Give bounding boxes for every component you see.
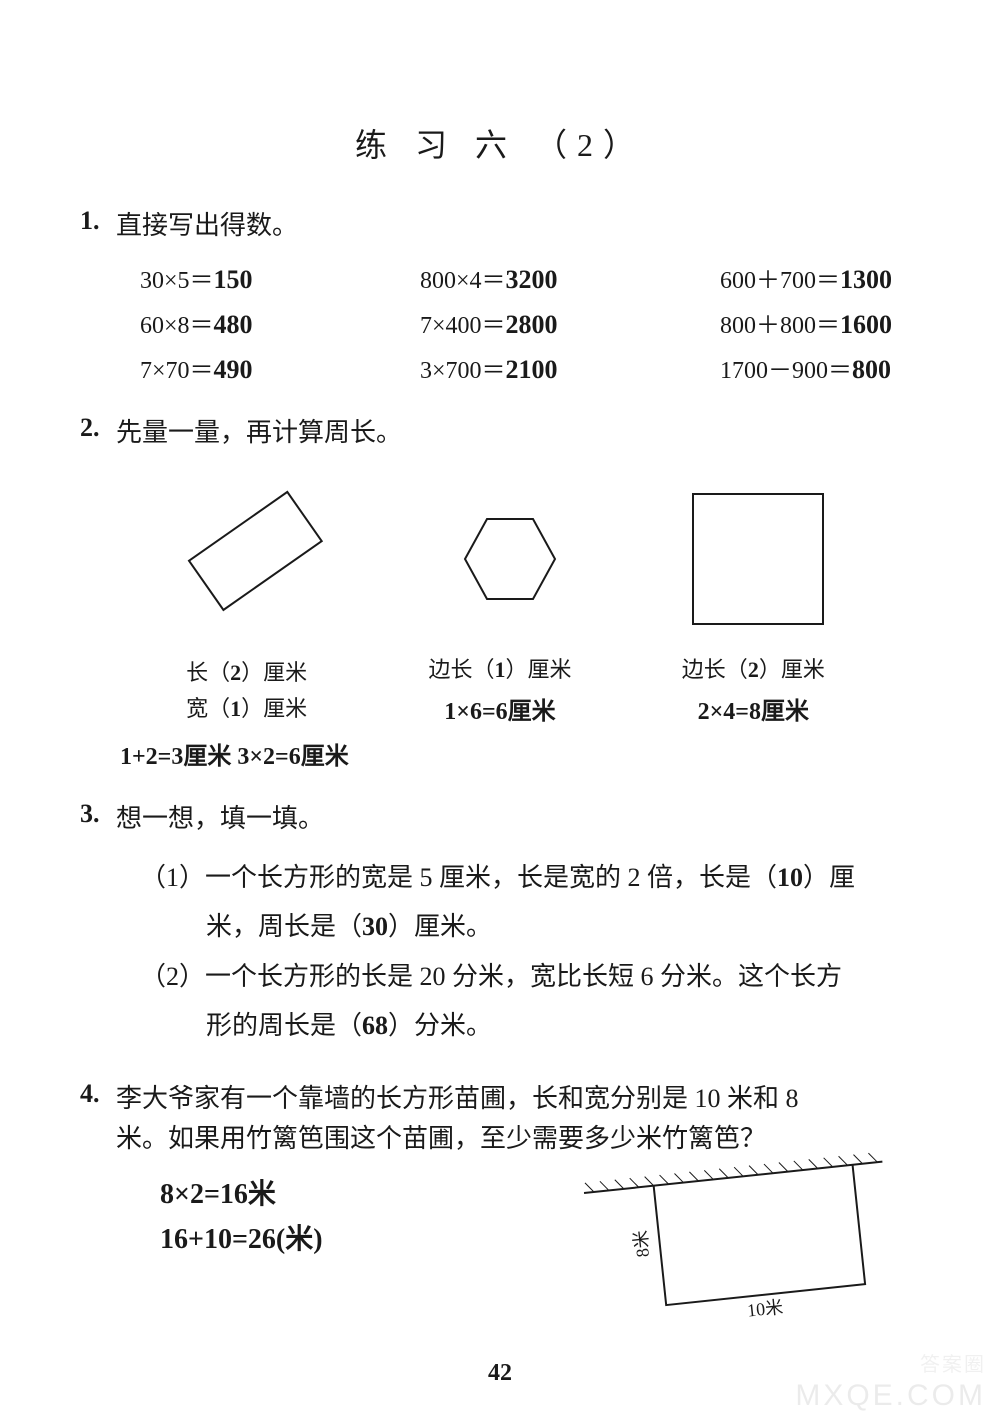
- answer: 2100: [506, 355, 558, 384]
- q1-cell: 7×70＝490: [140, 350, 400, 385]
- rectangle-icon: [157, 477, 337, 647]
- text: （1）一个长方形的宽是 5 厘米，长是宽的 2 倍，长是（: [140, 863, 777, 892]
- answer: 30: [362, 912, 388, 941]
- answer: 1: [230, 696, 241, 721]
- q3-part2: （2）一个长方形的长是 20 分米，宽比长短 6 分米。这个长方 形的周长是（6…: [140, 952, 920, 1051]
- expr: 600＋700＝: [720, 268, 840, 294]
- worksheet-title: 练 习 六 （2）: [80, 120, 920, 166]
- hex-labels: 边长（1）厘米: [428, 652, 571, 687]
- square-icon: [663, 474, 843, 644]
- shape-rectangle: 长（2）厘米 宽（1）厘米: [157, 477, 337, 725]
- answer: 2: [230, 660, 241, 685]
- expr: 1700－900＝: [720, 358, 852, 384]
- shape-hexagon: 边长（1）厘米 1×6=6厘米: [410, 474, 590, 726]
- shapes-row: 长（2）厘米 宽（1）厘米 边长（1）厘米 1×6=6厘米 边长（2）厘米 2×…: [120, 474, 880, 726]
- text: ）分米。: [388, 1011, 492, 1040]
- expr: 800×4＝: [420, 268, 506, 294]
- answer: 10: [777, 863, 803, 892]
- label: 边长（: [428, 657, 494, 682]
- label: 边长（: [682, 657, 748, 682]
- q4-diagram: 8米 10米: [570, 1147, 910, 1337]
- label-height: 8米: [630, 1229, 653, 1258]
- q1-cell: 1700－900＝800: [720, 350, 1000, 385]
- q1-grid: 30×5＝150 800×4＝3200 600＋700＝1300 60×8＝48…: [140, 260, 920, 385]
- q1-cell: 7×400＝2800: [420, 305, 700, 340]
- answer: 1: [494, 657, 505, 682]
- answer: 800: [852, 355, 891, 384]
- sq-labels: 边长（2）厘米: [682, 652, 825, 687]
- text: ）厘: [803, 863, 855, 892]
- q4-number: 4.: [80, 1079, 116, 1160]
- q1-cell: 30×5＝150: [140, 260, 400, 295]
- label: 宽（: [186, 696, 230, 721]
- answer: 68: [362, 1011, 388, 1040]
- sq-calc: 2×4=8厘米: [698, 691, 809, 726]
- answer: 1600: [840, 310, 892, 339]
- q2-prompt: 先量一量，再计算周长。: [116, 413, 402, 453]
- expr: 30×5＝: [140, 268, 214, 294]
- expr: 800＋800＝: [720, 313, 840, 339]
- answer: 490: [214, 355, 253, 384]
- label-width: 10米: [746, 1297, 784, 1321]
- answer: 2800: [506, 310, 558, 339]
- label: ）厘米: [241, 696, 307, 721]
- expr: 7×70＝: [140, 358, 214, 384]
- hexagon-icon: [410, 474, 590, 644]
- label: ）厘米: [759, 657, 825, 682]
- expr: 7×400＝: [420, 313, 506, 339]
- q3-part1: （1）一个长方形的宽是 5 厘米，长是宽的 2 倍，长是（10）厘 米，周长是（…: [140, 853, 920, 952]
- expr: 60×8＝: [140, 313, 214, 339]
- question-1: 1. 直接写出得数。 30×5＝150 800×4＝3200 600＋700＝1…: [80, 206, 920, 385]
- text: 形的周长是（: [206, 1011, 362, 1040]
- rect-calc: 1+2=3厘米 3×2=6厘米: [120, 736, 920, 771]
- answer: 3200: [506, 265, 558, 294]
- q1-prompt: 直接写出得数。: [116, 206, 298, 246]
- q3-prompt: 想一想，填一填。: [116, 799, 324, 839]
- hex-calc: 1×6=6厘米: [444, 691, 555, 726]
- answer: 480: [214, 310, 253, 339]
- q1-cell: 3×700＝2100: [420, 350, 700, 385]
- question-2: 2. 先量一量，再计算周长。 长（2）厘米 宽（1）厘米 边长（1）厘米 1×6…: [80, 413, 920, 770]
- answer: 1300: [840, 265, 892, 294]
- q2-number: 2.: [80, 413, 116, 453]
- question-3: 3. 想一想，填一填。 （1）一个长方形的宽是 5 厘米，长是宽的 2 倍，长是…: [80, 799, 920, 1051]
- shape-square: 边长（2）厘米 2×4=8厘米: [663, 474, 843, 726]
- watermark-top: 答案圈: [920, 1348, 986, 1377]
- q1-cell: 800×4＝3200: [420, 260, 700, 295]
- answer: 2: [748, 657, 759, 682]
- label: ）厘米: [505, 657, 571, 682]
- q1-number: 1.: [80, 206, 116, 246]
- rect-labels: 长（2）厘米 宽（1）厘米: [186, 655, 307, 725]
- q1-cell: 600＋700＝1300: [720, 260, 1000, 295]
- text: （2）一个长方形的长是 20 分米，宽比长短 6 分米。这个长方: [140, 962, 842, 991]
- text: ）厘米。: [388, 912, 492, 941]
- answer: 150: [214, 265, 253, 294]
- label: 长（: [186, 660, 230, 685]
- q3-number: 3.: [80, 799, 116, 839]
- q1-cell: 800＋800＝1600: [720, 305, 1000, 340]
- label: ）厘米: [241, 660, 307, 685]
- text: 李大爷家有一个靠墙的长方形苗圃，长和宽分别是 10 米和 8: [116, 1084, 799, 1113]
- q1-cell: 60×8＝480: [140, 305, 400, 340]
- watermark-bottom: MXQE.COM: [795, 1379, 986, 1413]
- expr: 3×700＝: [420, 358, 506, 384]
- text: 米，周长是（: [206, 912, 362, 941]
